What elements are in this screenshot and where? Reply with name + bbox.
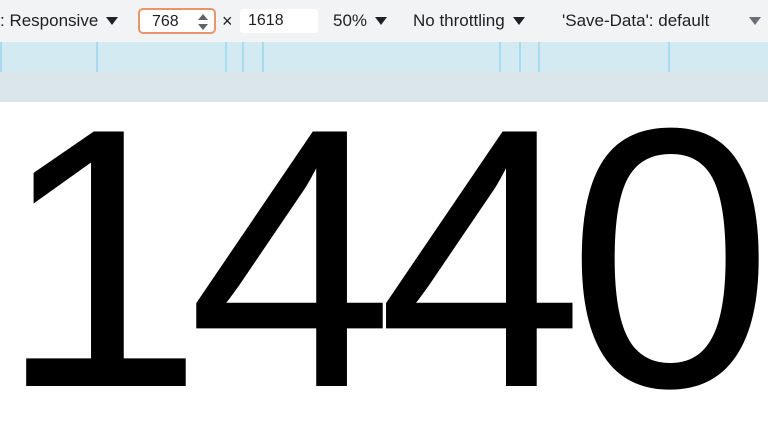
media-query-marker[interactable] xyxy=(96,42,98,72)
media-query-marker[interactable] xyxy=(262,42,264,72)
save-data-label: 'Save-Data': default xyxy=(562,11,710,30)
spin-down-icon[interactable] xyxy=(198,24,208,30)
viewport-width-text: 1440 xyxy=(0,102,768,448)
height-value: 1618 xyxy=(248,12,284,29)
spin-up-icon[interactable] xyxy=(198,14,208,20)
throttle-label: No throttling xyxy=(413,11,505,30)
media-query-marker[interactable] xyxy=(225,42,227,72)
page-viewport: 1440 xyxy=(0,102,768,448)
device-label: : Responsive xyxy=(0,11,99,30)
ruler xyxy=(0,72,768,102)
media-query-marker[interactable] xyxy=(242,42,244,72)
width-input[interactable]: 768 xyxy=(138,8,216,34)
times-separator: × xyxy=(222,10,233,31)
spinner-icon[interactable] xyxy=(198,13,208,31)
device-select[interactable]: : Responsive xyxy=(0,0,119,42)
caret-down-icon[interactable] xyxy=(749,17,761,25)
media-query-marker[interactable] xyxy=(538,42,540,72)
media-query-marker[interactable] xyxy=(519,42,521,72)
caret-down-icon xyxy=(512,17,525,25)
media-query-bar[interactable] xyxy=(0,42,768,72)
height-input[interactable]: 1618 xyxy=(240,9,318,33)
caret-down-icon xyxy=(106,17,119,25)
throttle-select[interactable]: No throttling xyxy=(413,0,525,42)
zoom-label: 50% xyxy=(333,11,368,30)
width-value: 768 xyxy=(152,13,179,30)
zoom-select[interactable]: 50% xyxy=(333,0,388,42)
save-data-select[interactable]: 'Save-Data': default xyxy=(562,0,709,42)
media-query-marker[interactable] xyxy=(499,42,501,72)
device-toolbar: : Responsive 768 × 1618 50% No throttlin… xyxy=(0,0,768,42)
media-query-marker[interactable] xyxy=(668,42,670,72)
caret-down-icon xyxy=(375,17,388,25)
media-query-marker[interactable] xyxy=(0,42,2,72)
